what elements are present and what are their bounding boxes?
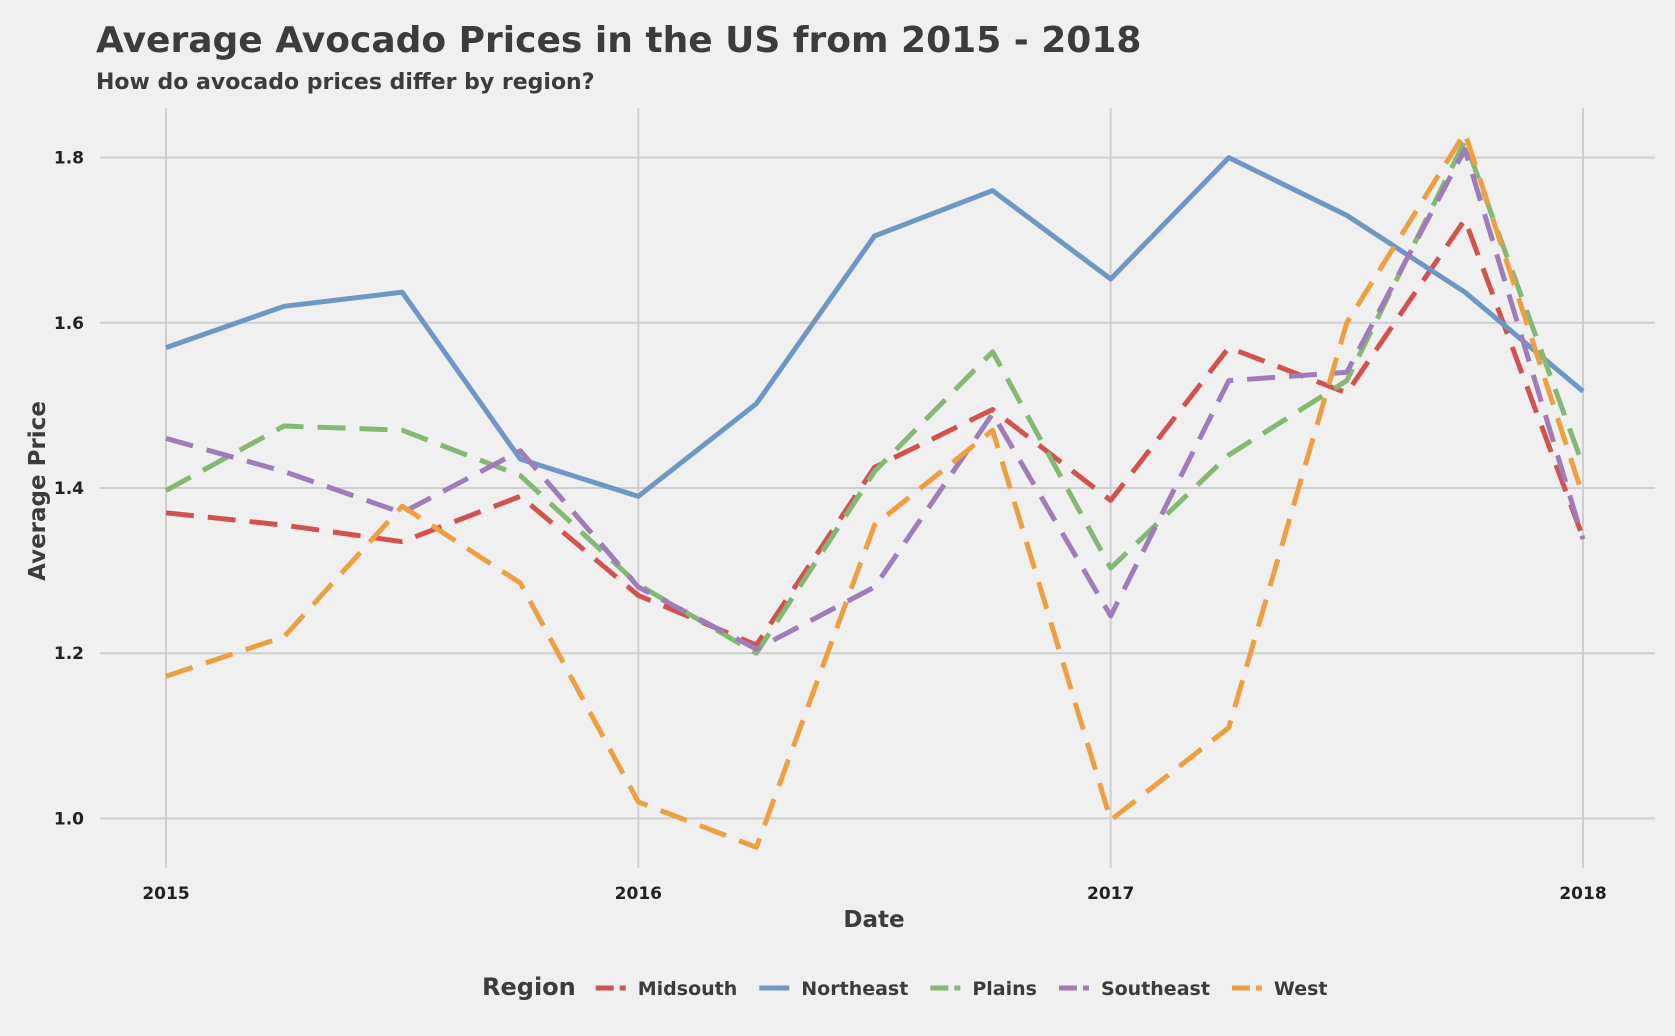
legend-label-northeast: Northeast [801,978,908,1000]
y-axis-title: Average Price [25,401,51,581]
legend-label-midsouth: Midsouth [638,978,738,1000]
y-tick-label: 1.4 [54,479,84,499]
x-tick-label: 2016 [615,884,662,904]
legend-label-west: West [1274,978,1328,1000]
y-tick-label: 1.6 [54,314,84,334]
x-tick-label: 2017 [1087,884,1134,904]
legend: Region Midsouth Northeast Plains Southeast W… [482,973,1327,1001]
x-tick-label: 2015 [142,884,189,904]
x-axis-ticks: 2015 2016 2017 2018 [142,884,1606,904]
x-tick-label: 2018 [1559,884,1606,904]
legend-label-southeast: Southeast [1101,978,1210,1000]
legend-label-plains: Plains [972,978,1037,1000]
x-axis-title: Date [843,907,904,933]
y-tick-label: 1.8 [54,149,84,169]
y-axis-ticks: 1.0 1.2 1.4 1.6 1.8 [54,149,84,830]
series-line-midsouth [165,217,1586,648]
legend-title: Region [482,973,576,1001]
series-line-plains [164,138,1586,656]
chart-title: Average Avocado Prices in the US from 20… [96,20,1141,61]
chart-subtitle: How do avocado prices differ by region? [96,70,594,95]
series-lines [164,130,1586,850]
y-tick-label: 1.2 [54,644,84,664]
series-line-northeast [165,155,1585,499]
series-line-southeast [165,146,1586,652]
y-tick-label: 1.0 [54,809,84,829]
series-line-west [165,130,1586,850]
